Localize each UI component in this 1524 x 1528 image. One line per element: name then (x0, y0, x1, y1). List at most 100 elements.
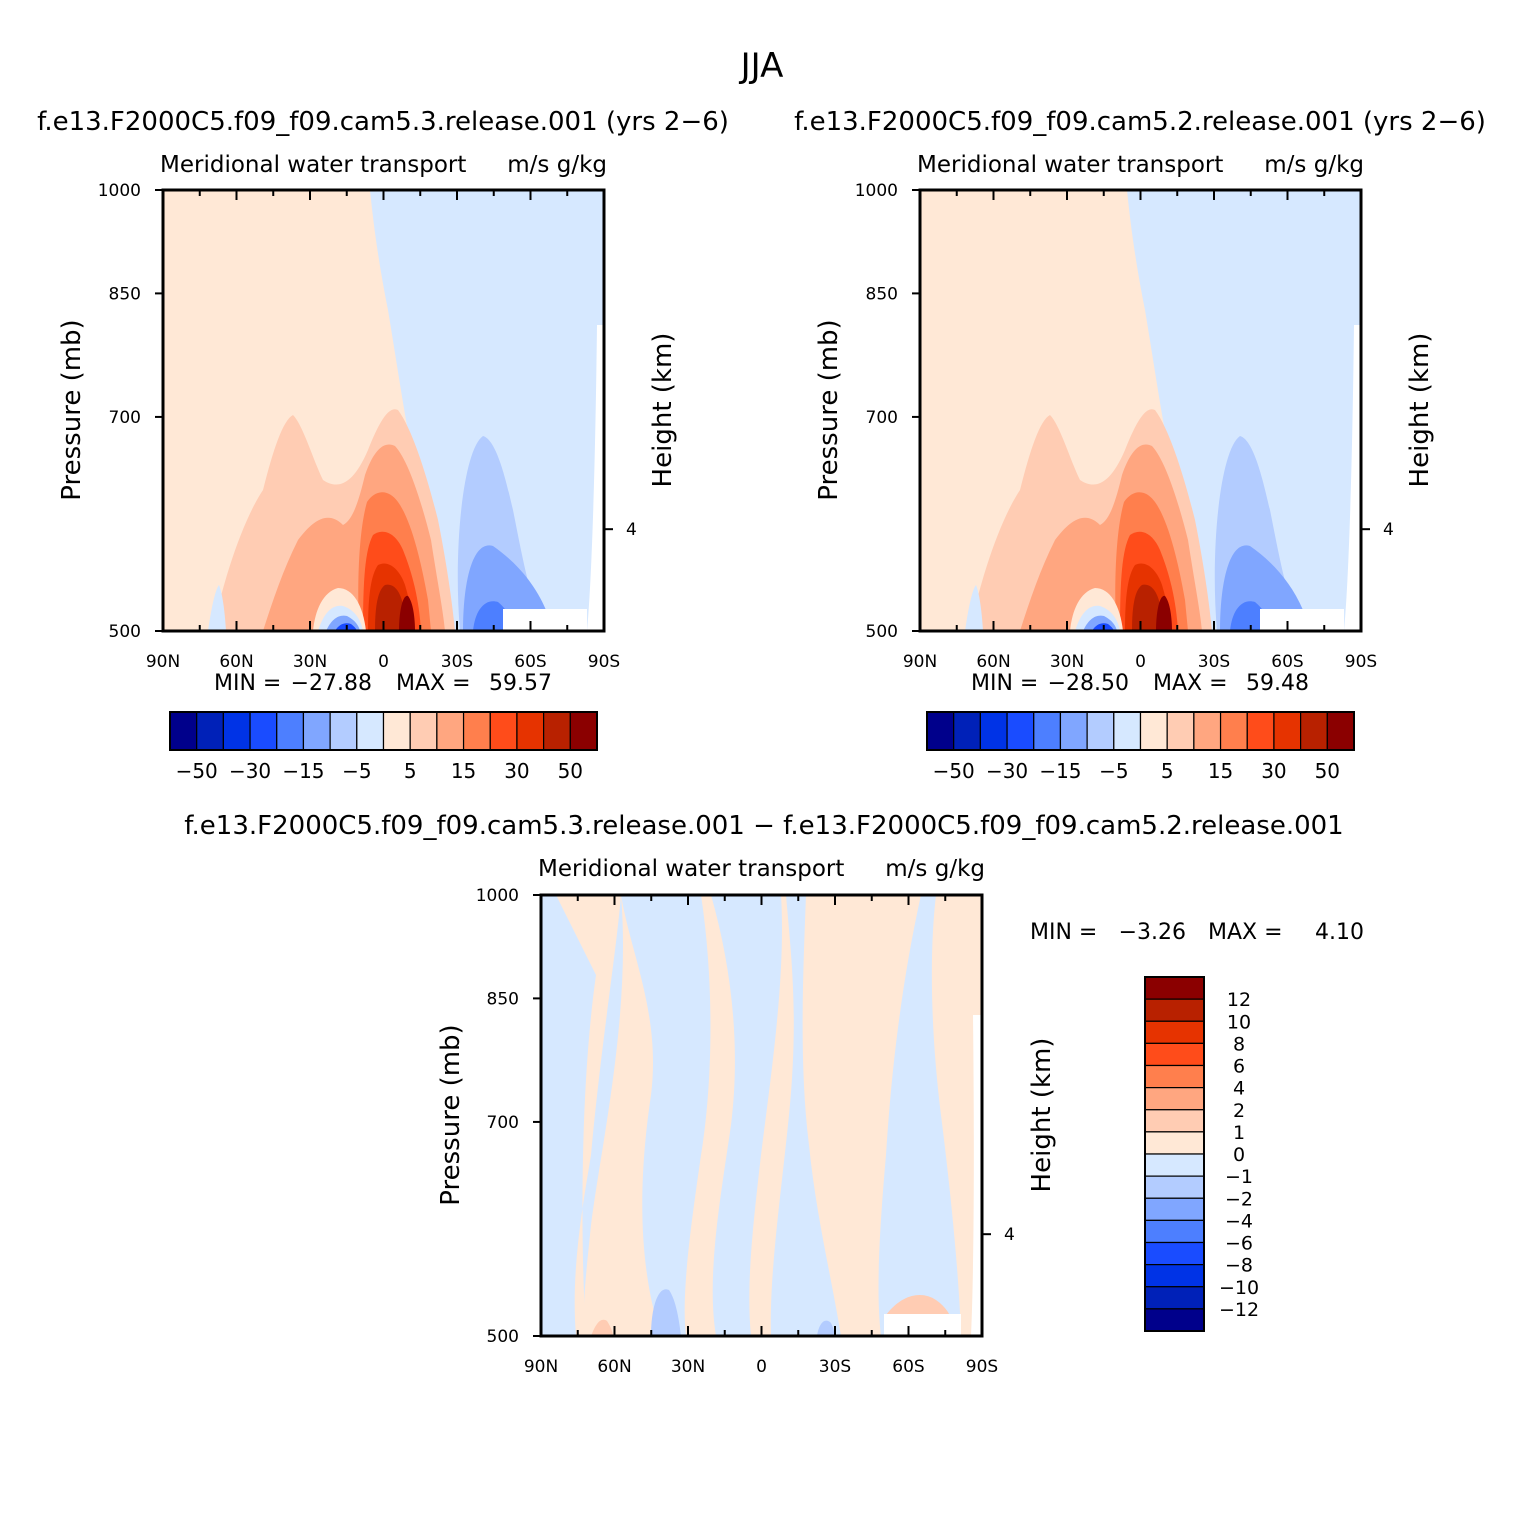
colorbar-label: 0 (1233, 1144, 1245, 1166)
colorbar-label: 15 (451, 759, 476, 783)
panel-3-contour-field (541, 895, 982, 1336)
colorbar-label: −12 (1219, 1299, 1259, 1321)
colorbar-label: 50 (1315, 759, 1340, 783)
panel-1-contour-field (163, 190, 604, 631)
x-tick-label: 30S (819, 1357, 851, 1377)
colorbar-swatch (1144, 1219, 1205, 1244)
y-tick-label: 1000 (98, 181, 141, 201)
colorbar-swatch (1300, 711, 1328, 751)
panel-1-ylabel: Pressure (mb) (57, 319, 87, 500)
panel-1-subtitle-left: Meridional water transport (160, 152, 466, 178)
y-right-tick-label: 4 (1383, 520, 1394, 540)
x-tick-label: 90S (588, 652, 620, 672)
colorbar-swatch (169, 711, 198, 751)
panel-2-subtitle-left: Meridional water transport (917, 152, 1223, 178)
colorbar-swatch (1144, 1197, 1205, 1221)
panel-1-min-label: MIN = (214, 671, 281, 696)
colorbar-frame (1144, 976, 1205, 1332)
colorbar-frame (926, 711, 1355, 751)
colorbar-swatch (222, 711, 251, 751)
panel-2-subtitle-right: m/s g/kg (1264, 152, 1364, 178)
colorbar-swatch (489, 711, 518, 751)
panel-3: f.e13.F2000C5.f09_f09.cam5.3.release.001… (184, 811, 1364, 1377)
x-tick-label: 60S (892, 1357, 924, 1377)
x-tick-label: 0 (378, 652, 389, 672)
colorbar-swatch (382, 711, 411, 751)
panel-2-ylabel: Pressure (mb) (814, 319, 844, 500)
panel-3-title: f.e13.F2000C5.f09_f09.cam5.3.release.001… (184, 811, 1343, 841)
x-tick-label: 30N (671, 1357, 705, 1377)
colorbar-swatch (1144, 998, 1205, 1022)
colorbar-label: 10 (1227, 1011, 1251, 1033)
y-tick-label: 500 (866, 622, 898, 642)
colorbar-swatch (1144, 1264, 1205, 1288)
x-tick-label: 0 (756, 1357, 767, 1377)
panel-2-max-value: 59.48 (1246, 671, 1309, 696)
colorbar-label: −50 (933, 759, 975, 783)
y-tick-label: 1000 (476, 886, 519, 906)
colorbar-swatch (356, 711, 385, 751)
colorbar-swatch (1144, 976, 1205, 1000)
colorbar-swatch (1144, 1109, 1205, 1133)
y-tick-label: 850 (109, 284, 141, 304)
colorbar-swatch (1144, 1286, 1205, 1310)
panel-2-min-label: MIN = (971, 671, 1038, 696)
panel-1-subtitle-right: m/s g/kg (507, 152, 607, 178)
colorbar-swatch (1144, 1020, 1205, 1044)
colorbar-swatch (1086, 711, 1115, 751)
panel-1-ylabel-right: Height (km) (648, 333, 678, 488)
x-tick-label: 60S (1271, 652, 1303, 672)
colorbar-label: 2 (1233, 1100, 1245, 1122)
colorbar-swatch (1273, 711, 1302, 751)
panel-3-ylabel: Pressure (mb) (436, 1024, 466, 1205)
colorbar-swatch (1144, 1131, 1205, 1155)
colorbar-swatch (409, 711, 438, 751)
panel-3-max-label: MAX = (1208, 920, 1283, 945)
colorbar-swatch (1166, 711, 1195, 751)
colorbar-swatch (1144, 1042, 1205, 1067)
panel-1-min-value: −27.88 (291, 671, 372, 696)
colorbar-swatch (953, 711, 981, 751)
x-tick-label: 90S (1345, 652, 1377, 672)
panel-2: f.e13.F2000C5.f09_f09.cam5.2.release.001… (794, 107, 1486, 783)
colorbar-label: −5 (342, 759, 371, 783)
colorbar-label: −30 (229, 759, 271, 783)
x-tick-label: 0 (1135, 652, 1146, 672)
colorbar-label: −4 (1225, 1210, 1253, 1232)
colorbar-label: −5 (1099, 759, 1128, 783)
y-tick-label: 500 (109, 622, 141, 642)
colorbar-swatch (1113, 711, 1142, 751)
colorbar-swatch (1246, 711, 1275, 751)
colorbar-swatch (1219, 711, 1248, 751)
colorbar-swatch (979, 711, 1008, 751)
figure-title: JJA (739, 46, 784, 86)
colorbar-label: −15 (282, 759, 324, 783)
x-tick-label: 60N (219, 652, 253, 672)
colorbar-swatch (1144, 1241, 1205, 1266)
colorbar-label: −30 (986, 759, 1028, 783)
colorbar-swatch (1144, 1087, 1205, 1111)
colorbar-label: −2 (1225, 1188, 1253, 1210)
x-tick-label: 60N (976, 652, 1010, 672)
colorbar-label: −10 (1219, 1277, 1259, 1299)
colorbar-label: 4 (1233, 1078, 1245, 1100)
x-tick-label: 30N (1050, 652, 1084, 672)
colorbar-label: −6 (1225, 1233, 1253, 1255)
panel-1: f.e13.F2000C5.f09_f09.cam5.3.release.001… (37, 107, 729, 783)
panel-3-subtitle-right: m/s g/kg (885, 856, 985, 882)
colorbar-swatch (1139, 711, 1168, 751)
colorbar-label: −1 (1225, 1166, 1253, 1188)
colorbar-label: 30 (1261, 759, 1286, 783)
colorbar-label: −15 (1039, 759, 1081, 783)
colorbar-label: 5 (404, 759, 417, 783)
colorbar-label: −8 (1225, 1255, 1253, 1277)
y-right-tick-label: 4 (1004, 1225, 1015, 1245)
panel-3-min-label: MIN = (1030, 920, 1097, 945)
y-tick-label: 850 (866, 284, 898, 304)
colorbar-swatch (516, 711, 545, 751)
colorbar-swatch (436, 711, 465, 751)
colorbar-label: −50 (176, 759, 218, 783)
y-right-tick-label: 4 (626, 520, 637, 540)
y-tick-label: 1000 (855, 181, 898, 201)
colorbar-label: 30 (504, 759, 529, 783)
